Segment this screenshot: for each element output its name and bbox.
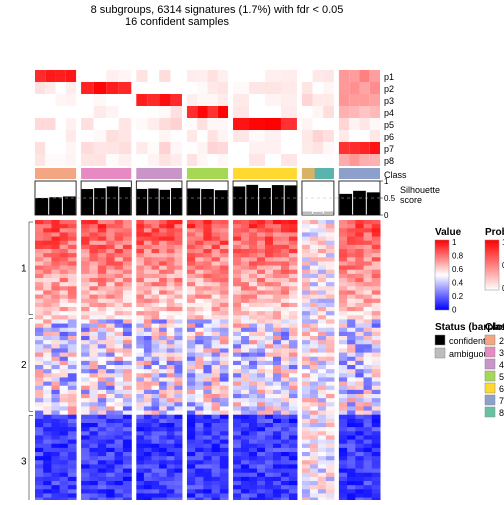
svg-text:p3: p3 <box>384 96 394 106</box>
svg-text:confident: confident <box>449 336 486 346</box>
title-line-2: 16 confident samples <box>0 16 504 28</box>
title-line-1: 8 subgroups, 6314 signatures (1.7%) with… <box>0 4 504 16</box>
heatmap-svg: p1 p2 p3 p4 p5 p6 p7 p8 Class 1 0.5 0 Silhouettescor… <box>0 30 504 500</box>
svg-text:4: 4 <box>499 360 504 370</box>
svg-text:p2: p2 <box>384 84 394 94</box>
svg-text:p8: p8 <box>384 156 394 166</box>
svg-text:0.5: 0.5 <box>384 194 396 203</box>
svg-text:Class: Class <box>485 322 504 333</box>
svg-text:2: 2 <box>499 336 504 346</box>
svg-text:8: 8 <box>499 408 504 418</box>
svg-text:6: 6 <box>499 384 504 394</box>
svg-text:p6: p6 <box>384 132 394 142</box>
svg-text:Silhouette: Silhouette <box>400 185 440 195</box>
svg-text:p1: p1 <box>384 72 394 82</box>
svg-text:p5: p5 <box>384 120 394 130</box>
svg-text:p4: p4 <box>384 108 394 118</box>
svg-text:0.2: 0.2 <box>452 292 464 301</box>
svg-text:p7: p7 <box>384 144 394 154</box>
svg-text:3: 3 <box>21 457 27 468</box>
svg-text:Prob: Prob <box>485 227 504 238</box>
svg-text:score: score <box>400 195 422 205</box>
svg-text:1: 1 <box>21 263 27 274</box>
svg-text:0: 0 <box>384 211 389 220</box>
svg-text:1: 1 <box>452 238 457 247</box>
svg-text:0: 0 <box>452 306 457 315</box>
svg-text:0.4: 0.4 <box>452 279 464 288</box>
svg-text:Value: Value <box>435 227 462 238</box>
svg-text:0.6: 0.6 <box>452 265 464 274</box>
svg-text:5: 5 <box>499 372 504 382</box>
chart-header: 8 subgroups, 6314 signatures (1.7%) with… <box>0 0 504 30</box>
svg-text:7: 7 <box>499 396 504 406</box>
svg-text:3: 3 <box>499 348 504 358</box>
svg-text:0.8: 0.8 <box>452 252 464 261</box>
svg-text:1: 1 <box>384 177 389 186</box>
svg-text:2: 2 <box>21 360 27 371</box>
